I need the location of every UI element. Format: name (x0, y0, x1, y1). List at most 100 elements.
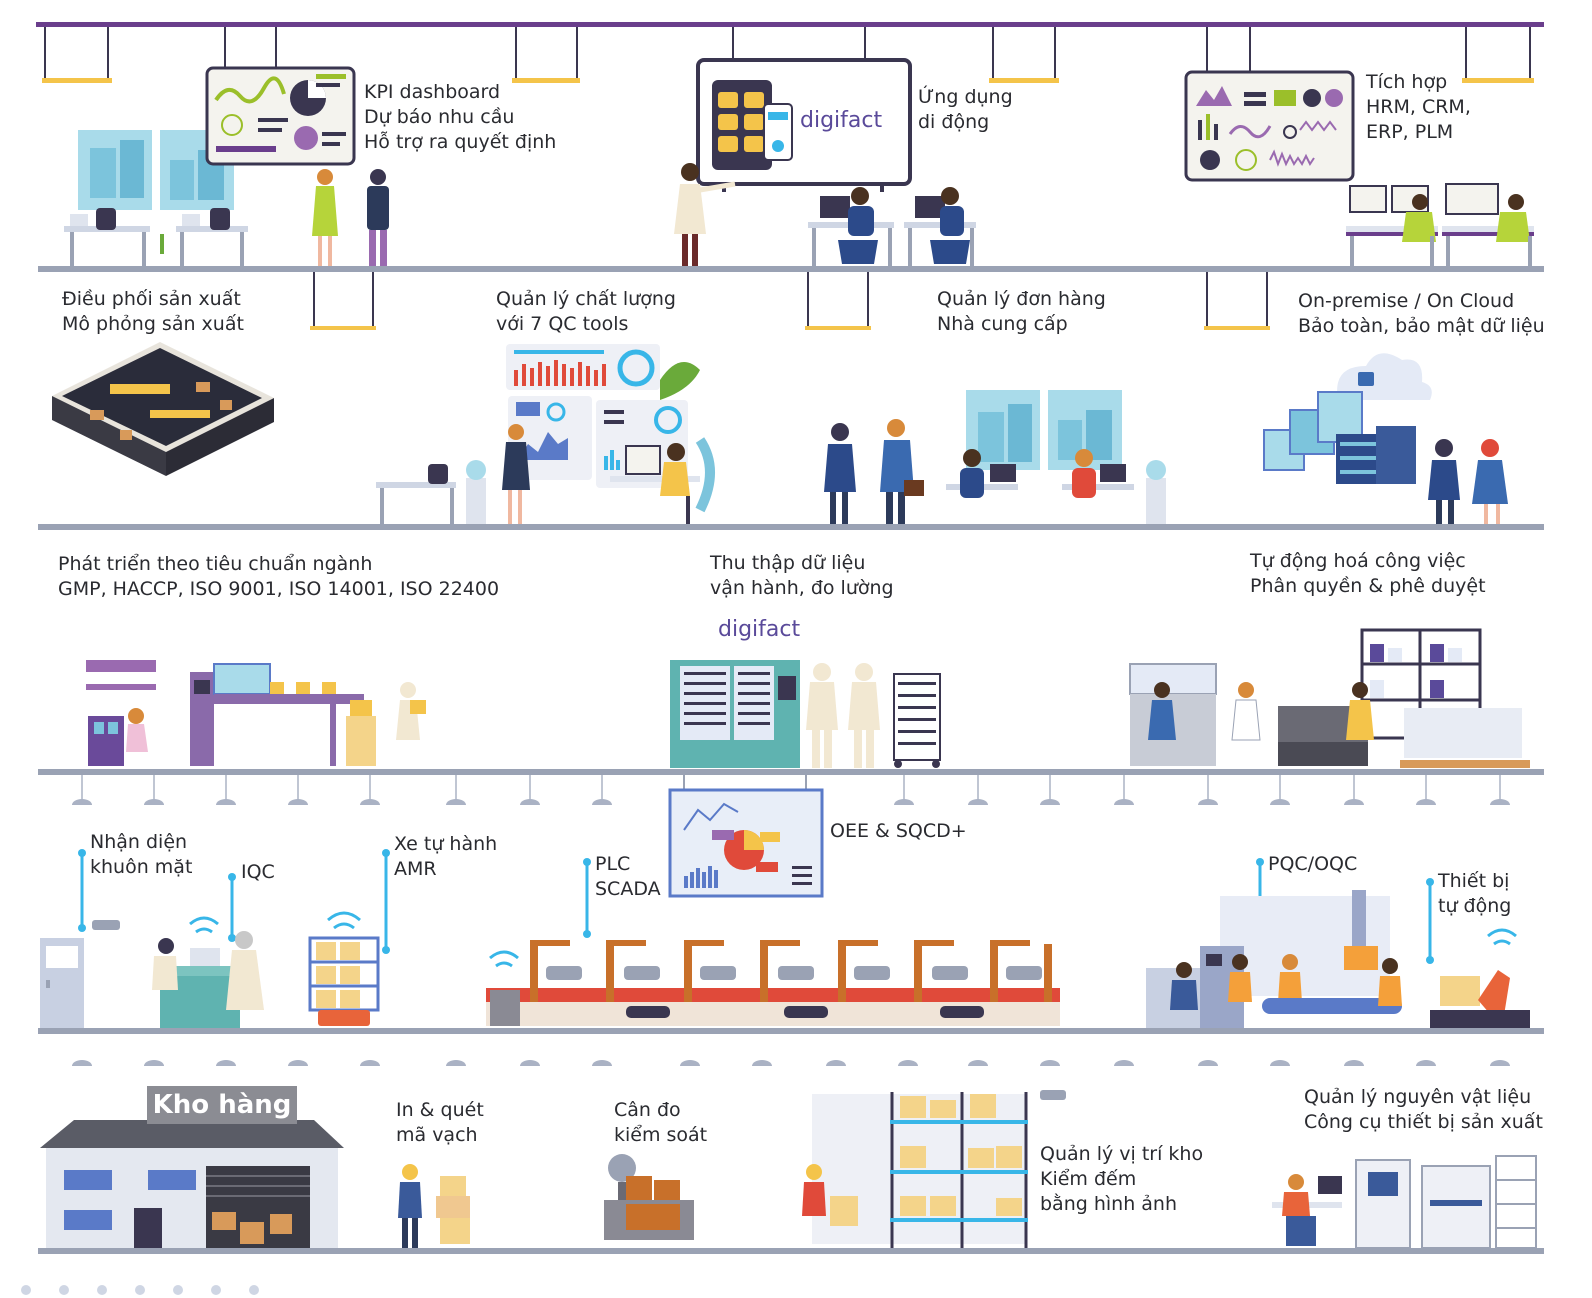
materials-line-2: Công cụ thiết bị sản xuất (1304, 1111, 1543, 1133)
label-pqc-oqc: PQC/OQC (1268, 852, 1357, 877)
quality-line-2: với 7 QC tools (496, 313, 629, 335)
it-workstations (1346, 183, 1534, 266)
materials-equipment (1272, 1155, 1537, 1249)
digifact-server-area (670, 660, 941, 768)
integration-line-3: ERP, PLM (1366, 121, 1454, 143)
digifact-presentation-screen (696, 58, 912, 192)
location-line-2: Kiểm đếm (1040, 1168, 1137, 1190)
auto-equipment-line-2: tự động (1438, 895, 1512, 917)
ceiling-lamps (44, 27, 1531, 78)
kpi-line-3: Hỗ trợ ra quyết định (364, 131, 557, 153)
label-mobile-app: Ứng dụng di động (918, 85, 1013, 135)
office-windows-center (946, 390, 1166, 524)
label-standards: Phát triển theo tiêu chuẩn ngành GMP, HA… (58, 552, 499, 602)
kpi-line-1: KPI dashboard (364, 81, 501, 103)
integration-line-2: HRM, CRM, (1366, 96, 1471, 118)
orders-line-1: Quản lý đơn hàng (937, 288, 1106, 310)
people-kpi (312, 169, 389, 266)
label-auto-equipment: Thiết bị tự động (1438, 869, 1511, 919)
label-cloud: On-premise / On Cloud Bảo toàn, bảo mật … (1298, 289, 1545, 339)
location-line-3: bằng hình ảnh (1040, 1193, 1178, 1215)
label-kpi: KPI dashboard Dự báo nhu cầu Hỗ trợ ra q… (364, 80, 556, 155)
robotic-assembly-line (486, 940, 1060, 1026)
lab-line (86, 660, 426, 766)
label-plc-scada: PLC SCADA (595, 852, 661, 902)
warehouse-building (40, 1120, 344, 1248)
floor-lamps (72, 799, 1510, 1066)
integration-line-1: Tích hợp (1366, 71, 1448, 93)
callout-dots (78, 849, 1434, 964)
plc-line-1: PLC (595, 853, 631, 875)
kpi-dashboard-screen (205, 66, 356, 166)
label-face-recognition: Nhận diện khuôn mặt (90, 830, 192, 880)
mobile-line-1: Ứng dụng (918, 86, 1013, 108)
label-location: Quản lý vị trí kho Kiểm đếm bằng hình ản… (1040, 1142, 1203, 1217)
lamp-lights (42, 78, 1534, 330)
floor-lines (38, 266, 1544, 1254)
face-line-1: Nhận diện (90, 831, 188, 853)
barcode-line-1: In & quét (396, 1099, 484, 1121)
cloud-line-2: Bảo toàn, bảo mật dữ liệu (1298, 315, 1545, 337)
order-people (824, 419, 924, 524)
weighing-line-2: kiểm soát (614, 1124, 708, 1146)
label-production: Điều phối sản xuất Mô phỏng sản xuất (62, 287, 244, 337)
materials-line-1: Quản lý nguyên vật liệu (1304, 1086, 1532, 1108)
plc-line-2: SCADA (595, 878, 661, 900)
bottom-dots (21, 1285, 259, 1295)
amr-rack (308, 911, 380, 1026)
production-line-2: Mô phỏng sản xuất (62, 313, 244, 335)
automation-line-1: Tự động hoá công việc (1250, 550, 1466, 572)
printing-workshop (1129, 628, 1530, 768)
warehouse-racks (802, 1090, 1066, 1248)
pqc-line-1: PQC/OQC (1268, 853, 1358, 875)
integration-dashboard-screen (1184, 70, 1355, 182)
label-automation: Tự động hoá công việc Phân quyền & phê d… (1250, 549, 1486, 599)
face-recognition-door (40, 920, 120, 1028)
digifact-screen-logo: digifact (800, 108, 883, 133)
qc-office-people (376, 424, 715, 524)
auto-equipment-line-1: Thiết bị (1438, 870, 1510, 892)
warehouse-title: Kho hàng (147, 1086, 297, 1124)
kpi-line-2: Dự báo nhu cầu (364, 106, 515, 128)
automation-line-2: Phân quyền & phê duyệt (1250, 575, 1486, 597)
presenter (674, 163, 736, 266)
production-line-1: Điều phối sản xuất (62, 288, 241, 310)
label-weighing: Cân đo kiểm soát (614, 1098, 707, 1148)
data-collection-line-2: vận hành, đo lường (710, 577, 894, 599)
data-collection-line-1: Thu thập dữ liệu (710, 552, 866, 574)
label-integration: Tích hợp HRM, CRM, ERP, PLM (1366, 70, 1471, 145)
mobile-line-2: di động (918, 111, 990, 133)
label-amr: Xe tự hành AMR (394, 832, 497, 882)
weighing-line-1: Cân đo (614, 1099, 681, 1121)
amr-line-2: AMR (394, 858, 437, 880)
quality-line-1: Quản lý chất lượng (496, 288, 676, 310)
digifact-logo: digifact (718, 617, 801, 642)
label-oee: OEE & SQCD+ (830, 819, 967, 844)
qc-automation-line (1146, 890, 1530, 1028)
desk-workers-center (808, 187, 976, 266)
label-barcode: In & quét mã vạch (396, 1098, 484, 1148)
label-quality: Quản lý chất lượng với 7 QC tools (496, 287, 676, 337)
oee-panel (668, 775, 824, 898)
orders-line-2: Nhà cung cấp (937, 313, 1068, 335)
cloud-security (1263, 353, 1508, 524)
cloud-line-1: On-premise / On Cloud (1298, 290, 1515, 312)
location-line-1: Quản lý vị trí kho (1040, 1143, 1204, 1165)
iqc-lab (152, 916, 264, 1028)
label-materials: Quản lý nguyên vật liệu Công cụ thiết bị… (1304, 1085, 1543, 1135)
ceiling-bar (36, 22, 1544, 27)
label-data-collection: Thu thập dữ liệu vận hành, đo lường (710, 551, 894, 601)
face-line-2: khuôn mặt (90, 856, 193, 878)
weighing-scale (604, 1154, 694, 1240)
standards-line-2: GMP, HACCP, ISO 9001, ISO 14001, ISO 224… (58, 578, 500, 600)
standards-line-1: Phát triển theo tiêu chuẩn ngành (58, 553, 373, 575)
oee-line-1: OEE & SQCD+ (830, 820, 967, 842)
barcode-line-2: mã vạch (396, 1124, 478, 1146)
label-orders: Quản lý đơn hàng Nhà cung cấp (937, 287, 1106, 337)
amr-line-1: Xe tự hành (394, 833, 498, 855)
barcode-worker (398, 1164, 470, 1248)
isometric-factory (52, 342, 274, 476)
label-iqc: IQC (241, 860, 275, 885)
iqc-line-1: IQC (241, 861, 275, 883)
